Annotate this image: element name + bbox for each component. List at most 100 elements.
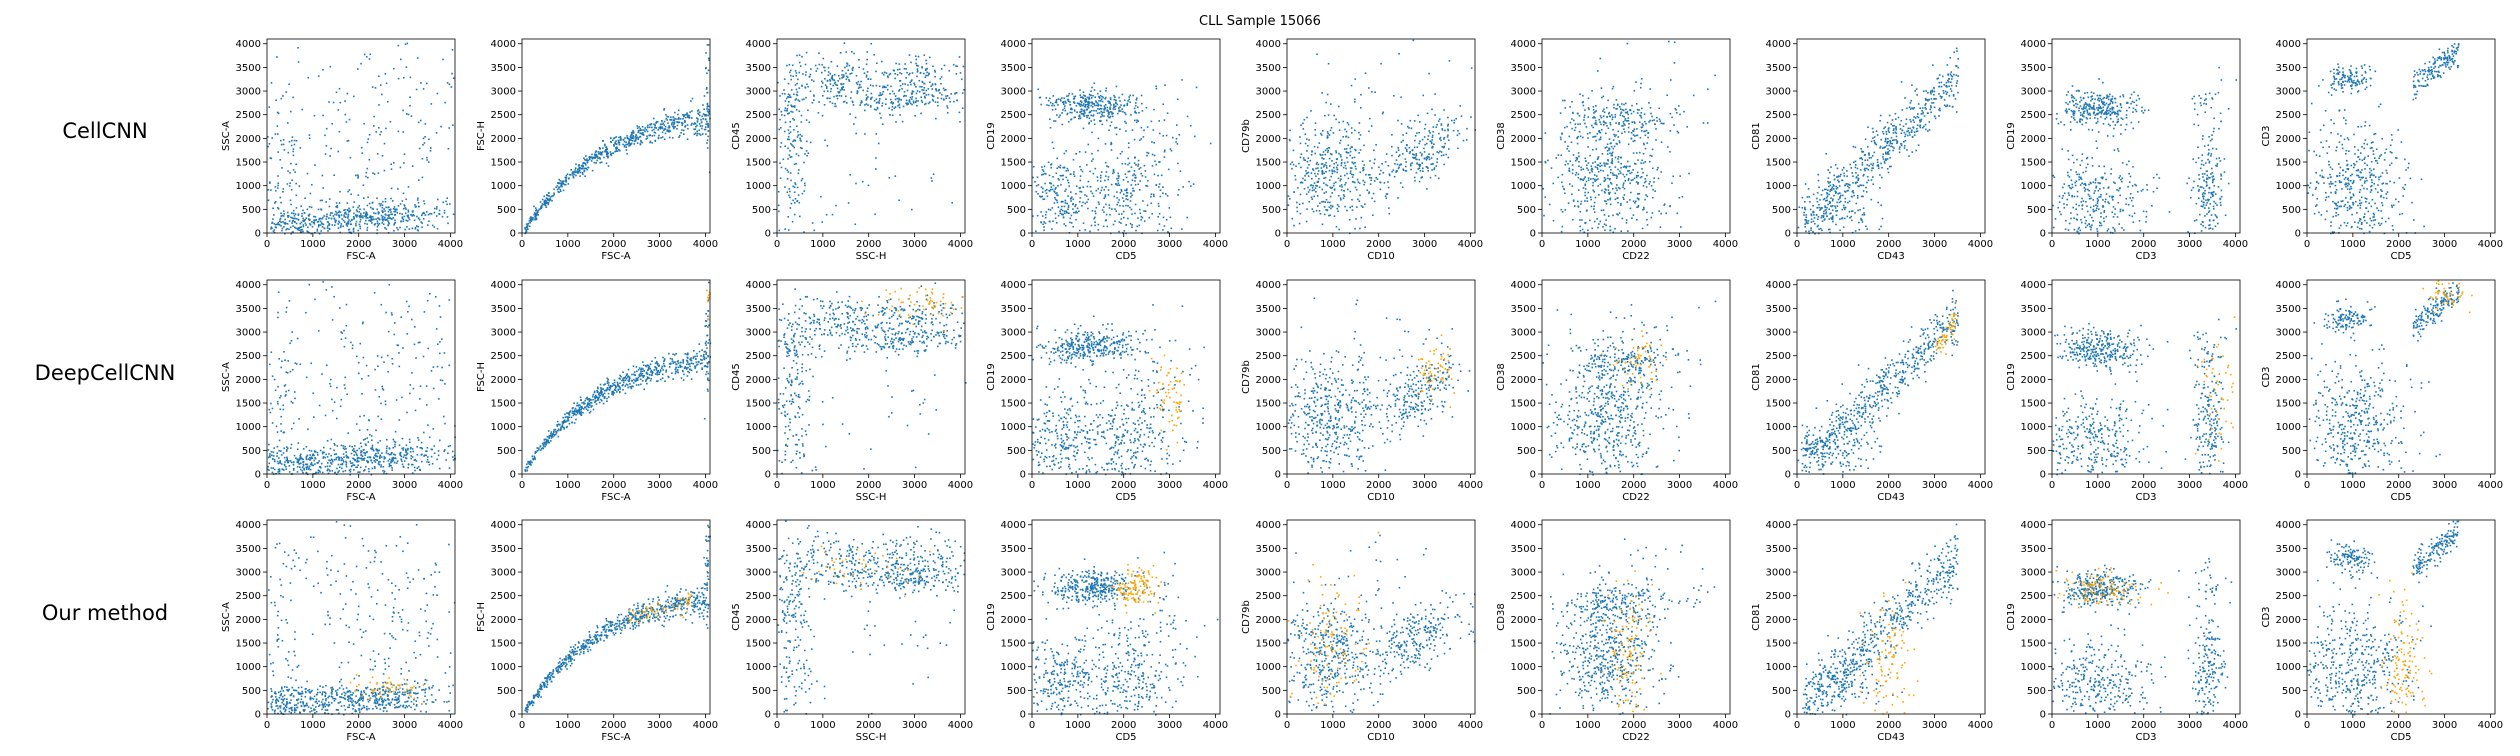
data-point — [785, 122, 787, 124]
data-point — [1609, 166, 1611, 168]
data-point — [549, 198, 551, 200]
data-point — [1380, 170, 1382, 172]
data-point — [1652, 212, 1654, 214]
data-point — [1867, 164, 1869, 166]
data-point — [824, 104, 826, 106]
data-point — [799, 72, 801, 74]
data-point — [793, 129, 795, 131]
data-point — [1319, 202, 1321, 204]
data-point — [817, 68, 819, 70]
data-point — [385, 207, 387, 209]
data-point — [1337, 210, 1339, 212]
data-point — [1340, 179, 1342, 181]
data-point — [339, 88, 341, 90]
data-point — [1051, 228, 1053, 230]
data-point — [333, 215, 335, 217]
data-point — [1346, 151, 1348, 153]
data-point — [1326, 199, 1328, 201]
data-point — [1598, 119, 1600, 121]
data-point — [1616, 143, 1618, 145]
data-point — [681, 124, 683, 126]
data-point — [832, 103, 834, 105]
data-point — [1300, 124, 1302, 126]
data-point — [1389, 213, 1391, 215]
data-point — [1438, 133, 1440, 135]
data-point — [1048, 100, 1050, 102]
data-point — [1374, 159, 1376, 161]
data-point — [1114, 220, 1116, 222]
data-point — [1627, 120, 1629, 122]
data-point — [673, 117, 675, 119]
data-point — [1553, 220, 1555, 222]
data-point — [1137, 217, 1139, 219]
data-point — [1346, 210, 1348, 212]
y-tick-label: 4000 — [1256, 39, 1281, 50]
data-point — [656, 127, 658, 129]
data-point — [595, 150, 597, 152]
data-point — [799, 138, 801, 140]
data-point — [1139, 180, 1141, 182]
data-point — [1138, 112, 1140, 114]
data-point — [1364, 182, 1366, 184]
data-point — [1349, 207, 1351, 209]
data-point — [550, 196, 552, 198]
data-point — [1616, 198, 1618, 200]
data-point — [1604, 214, 1606, 216]
data-point — [1951, 90, 1953, 92]
data-point — [1338, 122, 1340, 124]
data-point — [363, 209, 365, 211]
data-point — [795, 163, 797, 165]
data-point — [1882, 147, 1884, 149]
data-point — [1321, 163, 1323, 165]
data-point — [1584, 109, 1586, 111]
data-point — [1571, 141, 1573, 143]
data-point — [1062, 214, 1064, 216]
data-point — [665, 114, 667, 116]
data-point — [347, 216, 349, 218]
data-point — [638, 132, 640, 134]
data-point — [1176, 138, 1178, 140]
data-point — [684, 121, 686, 123]
data-point — [807, 86, 809, 88]
data-point — [1369, 118, 1371, 120]
y-tick-label: 3500 — [1256, 63, 1281, 74]
data-point — [1315, 185, 1317, 187]
data-point — [291, 222, 293, 224]
data-point — [296, 218, 298, 220]
data-point — [1814, 217, 1816, 219]
data-point — [273, 214, 275, 216]
data-point — [1153, 194, 1155, 196]
data-point — [1353, 181, 1355, 183]
y-tick-label: 2500 — [1256, 110, 1281, 121]
data-point — [1400, 97, 1402, 99]
data-point — [1094, 211, 1096, 213]
data-point — [349, 189, 351, 191]
data-point — [1065, 150, 1067, 152]
data-point — [353, 206, 355, 208]
data-point — [1415, 135, 1417, 137]
data-point — [1055, 199, 1057, 201]
data-point — [1956, 65, 1958, 67]
data-point — [1042, 188, 1044, 190]
data-point — [1646, 186, 1648, 188]
data-point — [697, 133, 699, 135]
data-point — [1398, 149, 1400, 151]
data-point — [1048, 162, 1050, 164]
data-point — [544, 204, 546, 206]
data-point — [1647, 224, 1649, 226]
data-point — [353, 231, 355, 233]
data-point — [1623, 198, 1625, 200]
data-point — [1908, 155, 1910, 157]
data-point — [1864, 170, 1866, 172]
data-point — [1385, 161, 1387, 163]
data-point — [1064, 211, 1066, 213]
data-point — [790, 131, 792, 133]
data-point — [1330, 205, 1332, 207]
data-point — [1403, 169, 1405, 171]
data-point — [895, 121, 897, 123]
data-point — [1158, 120, 1160, 122]
data-point — [1652, 120, 1654, 122]
data-point — [1098, 229, 1100, 231]
data-point — [932, 83, 934, 85]
data-point — [1447, 117, 1449, 119]
